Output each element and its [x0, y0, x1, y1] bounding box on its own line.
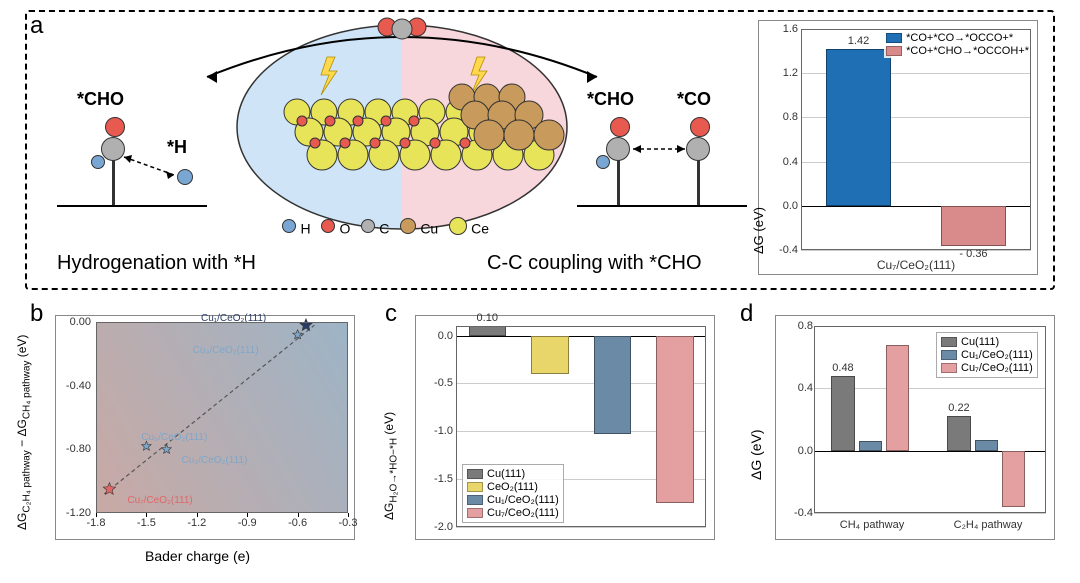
panel-a-bar-chart: -0.40.00.40.81.21.61.42- 0.36*CO+*CO→*OC… — [758, 20, 1038, 275]
panel-d-ylabel: ΔG (eV) — [748, 429, 764, 480]
panel-c-bar: -2.0-1.5-1.0-0.50.00.10Cu(111)CeO₂(111)C… — [415, 315, 715, 540]
panel-b-xlabel: Bader charge (e) — [145, 548, 250, 564]
right-cho-label: *CHO — [587, 89, 634, 110]
panel-a-box: *CHO *H *CHO *CO H O — [25, 10, 1055, 290]
right-co-label: *CO — [677, 89, 711, 110]
label-d: d — [740, 300, 753, 328]
atom-legend: H O C Cu Ce — [282, 217, 489, 240]
panel-a-schematic: *CHO *H *CHO *CO H O — [57, 17, 747, 287]
dashed-arrow-right — [629, 141, 689, 157]
panel-c-ylabel: ΔGH₂O→*HO−*H (eV) — [382, 320, 399, 520]
panel-b-ylabel: ΔGC₂H₄ pathway − ΔGCH₄ pathway (eV) — [15, 300, 32, 530]
panel-d-bar: -0.40.00.40.80.48CH₄ pathway0.22C₂H₄ pat… — [775, 315, 1055, 540]
dashed-arrow-left — [119, 145, 179, 185]
left-caption: Hydrogenation with *H — [57, 252, 256, 275]
panel-b-scatter: -1.8-1.5-1.2-0.9-0.6-0.30.00-0.40-0.80-1… — [55, 315, 355, 540]
left-cho-label: *CHO — [77, 89, 124, 110]
right-caption: C-C coupling with *CHO — [487, 252, 702, 275]
